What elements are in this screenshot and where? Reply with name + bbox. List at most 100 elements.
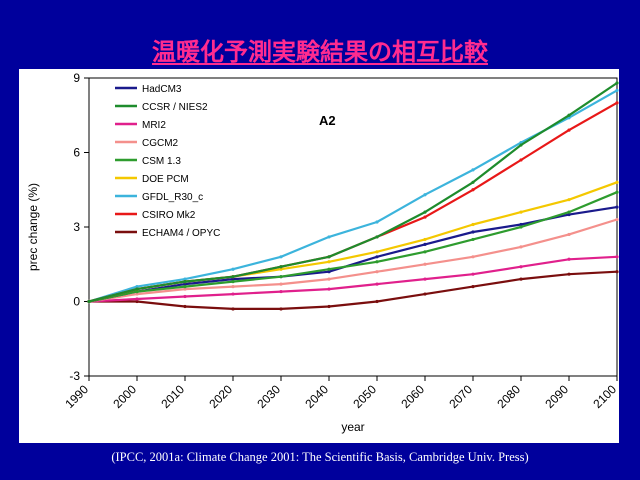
data-point [135,292,139,296]
data-point [375,282,379,286]
data-point [567,113,571,117]
legend-label: HadCM3 [142,84,182,95]
legend-label: DOE PCM [142,174,189,185]
data-point [327,235,331,239]
data-point [567,198,571,202]
data-point [423,210,427,214]
data-point [231,267,235,271]
x-tick-label: 2010 [158,382,187,411]
data-point [471,255,475,259]
data-point [231,277,235,281]
legend-label: CSM 1.3 [142,156,181,167]
data-point [615,205,619,209]
data-point [327,277,331,281]
plot-frame [88,77,618,377]
x-tick-label: 2070 [446,382,475,411]
data-point [375,250,379,254]
data-point [567,272,571,276]
legend-label: CSIRO Mk2 [142,210,196,221]
data-point [375,235,379,239]
data-point [471,180,475,184]
data-point [615,270,619,274]
data-point [423,237,427,242]
x-tick-label: 2080 [494,382,523,411]
chart-panel: -3 0 3 6 9 1990 2000 2010 2020 2030 2040 2050 2060 20… [19,69,619,443]
data-point [279,282,283,286]
data-point [279,307,283,311]
data-point [423,262,427,266]
y-tick-label: -3 [69,369,80,383]
data-point [279,289,283,294]
data-point [471,230,475,234]
data-point [519,265,523,269]
data-point [615,180,619,184]
data-point [279,265,283,269]
data-point [135,297,139,301]
series-line-hadcm3 [88,206,618,303]
x-tick-label: 2000 [110,382,139,411]
series-line-csm-1-3 [88,191,618,303]
data-point [135,299,139,304]
source-citation: (IPCC, 2001a: Climate Change 2001: The S… [111,450,529,464]
series-line-cgcm2 [88,218,618,303]
legend-label: MRI2 [142,120,166,131]
x-tick-label: 2090 [542,382,571,411]
data-point [327,260,331,264]
data-point [471,222,475,227]
data-point [183,280,187,284]
data-point [423,277,427,281]
data-point [423,215,427,219]
x-tick-label: 2030 [254,382,283,411]
y-tick-label: 6 [73,146,80,160]
data-point [231,285,235,289]
data-point [375,260,379,264]
data-point [375,270,379,274]
data-point [567,257,571,261]
data-point [615,101,619,105]
data-point [183,294,187,299]
data-point [135,285,139,289]
series-line-gfdl-r30-c [88,89,618,303]
data-point [279,267,283,271]
data-point [423,193,427,197]
data-point [471,188,475,192]
data-point [471,272,475,276]
y-tick-label: 9 [73,71,80,85]
data-point [375,220,379,224]
x-axis-label: year [341,420,364,434]
data-point [567,128,571,132]
data-point [375,299,379,304]
data-point [615,81,619,85]
data-point [519,245,523,249]
legend-label: CCSR / NIES2 [142,102,208,113]
x-tick-label: 2060 [398,382,427,411]
y-axis-label: prec change (%) [26,183,40,271]
x-tick-label: 2040 [302,382,331,411]
data-point [327,267,331,271]
data-point [183,287,187,291]
data-point [471,168,475,172]
data-point [183,285,187,289]
legend-label: GFDL_R30_c [142,192,203,203]
data-point [183,304,187,309]
slide-title: 温暖化予測実験結果の相互比較 [152,38,488,66]
data-point [327,304,331,309]
data-point [423,242,427,246]
data-point [423,250,427,254]
line-chart: -3 0 3 6 9 1990 2000 2010 2020 2030 2040 2050 2060 20… [26,71,619,434]
x-tick-label: 2020 [206,382,235,411]
data-point [519,277,523,281]
data-point [423,292,427,296]
data-point [327,287,331,291]
data-point [471,285,475,289]
data-point [567,232,571,237]
data-point [375,255,379,259]
data-point [519,225,523,229]
legend-label: ECHAM4 / OPYC [142,228,220,239]
data-point [231,275,235,279]
data-point [231,292,235,296]
x-tick-label: 2050 [350,382,379,411]
legend-label: CGCM2 [142,138,179,149]
data-point [567,210,571,214]
data-point [87,299,91,304]
